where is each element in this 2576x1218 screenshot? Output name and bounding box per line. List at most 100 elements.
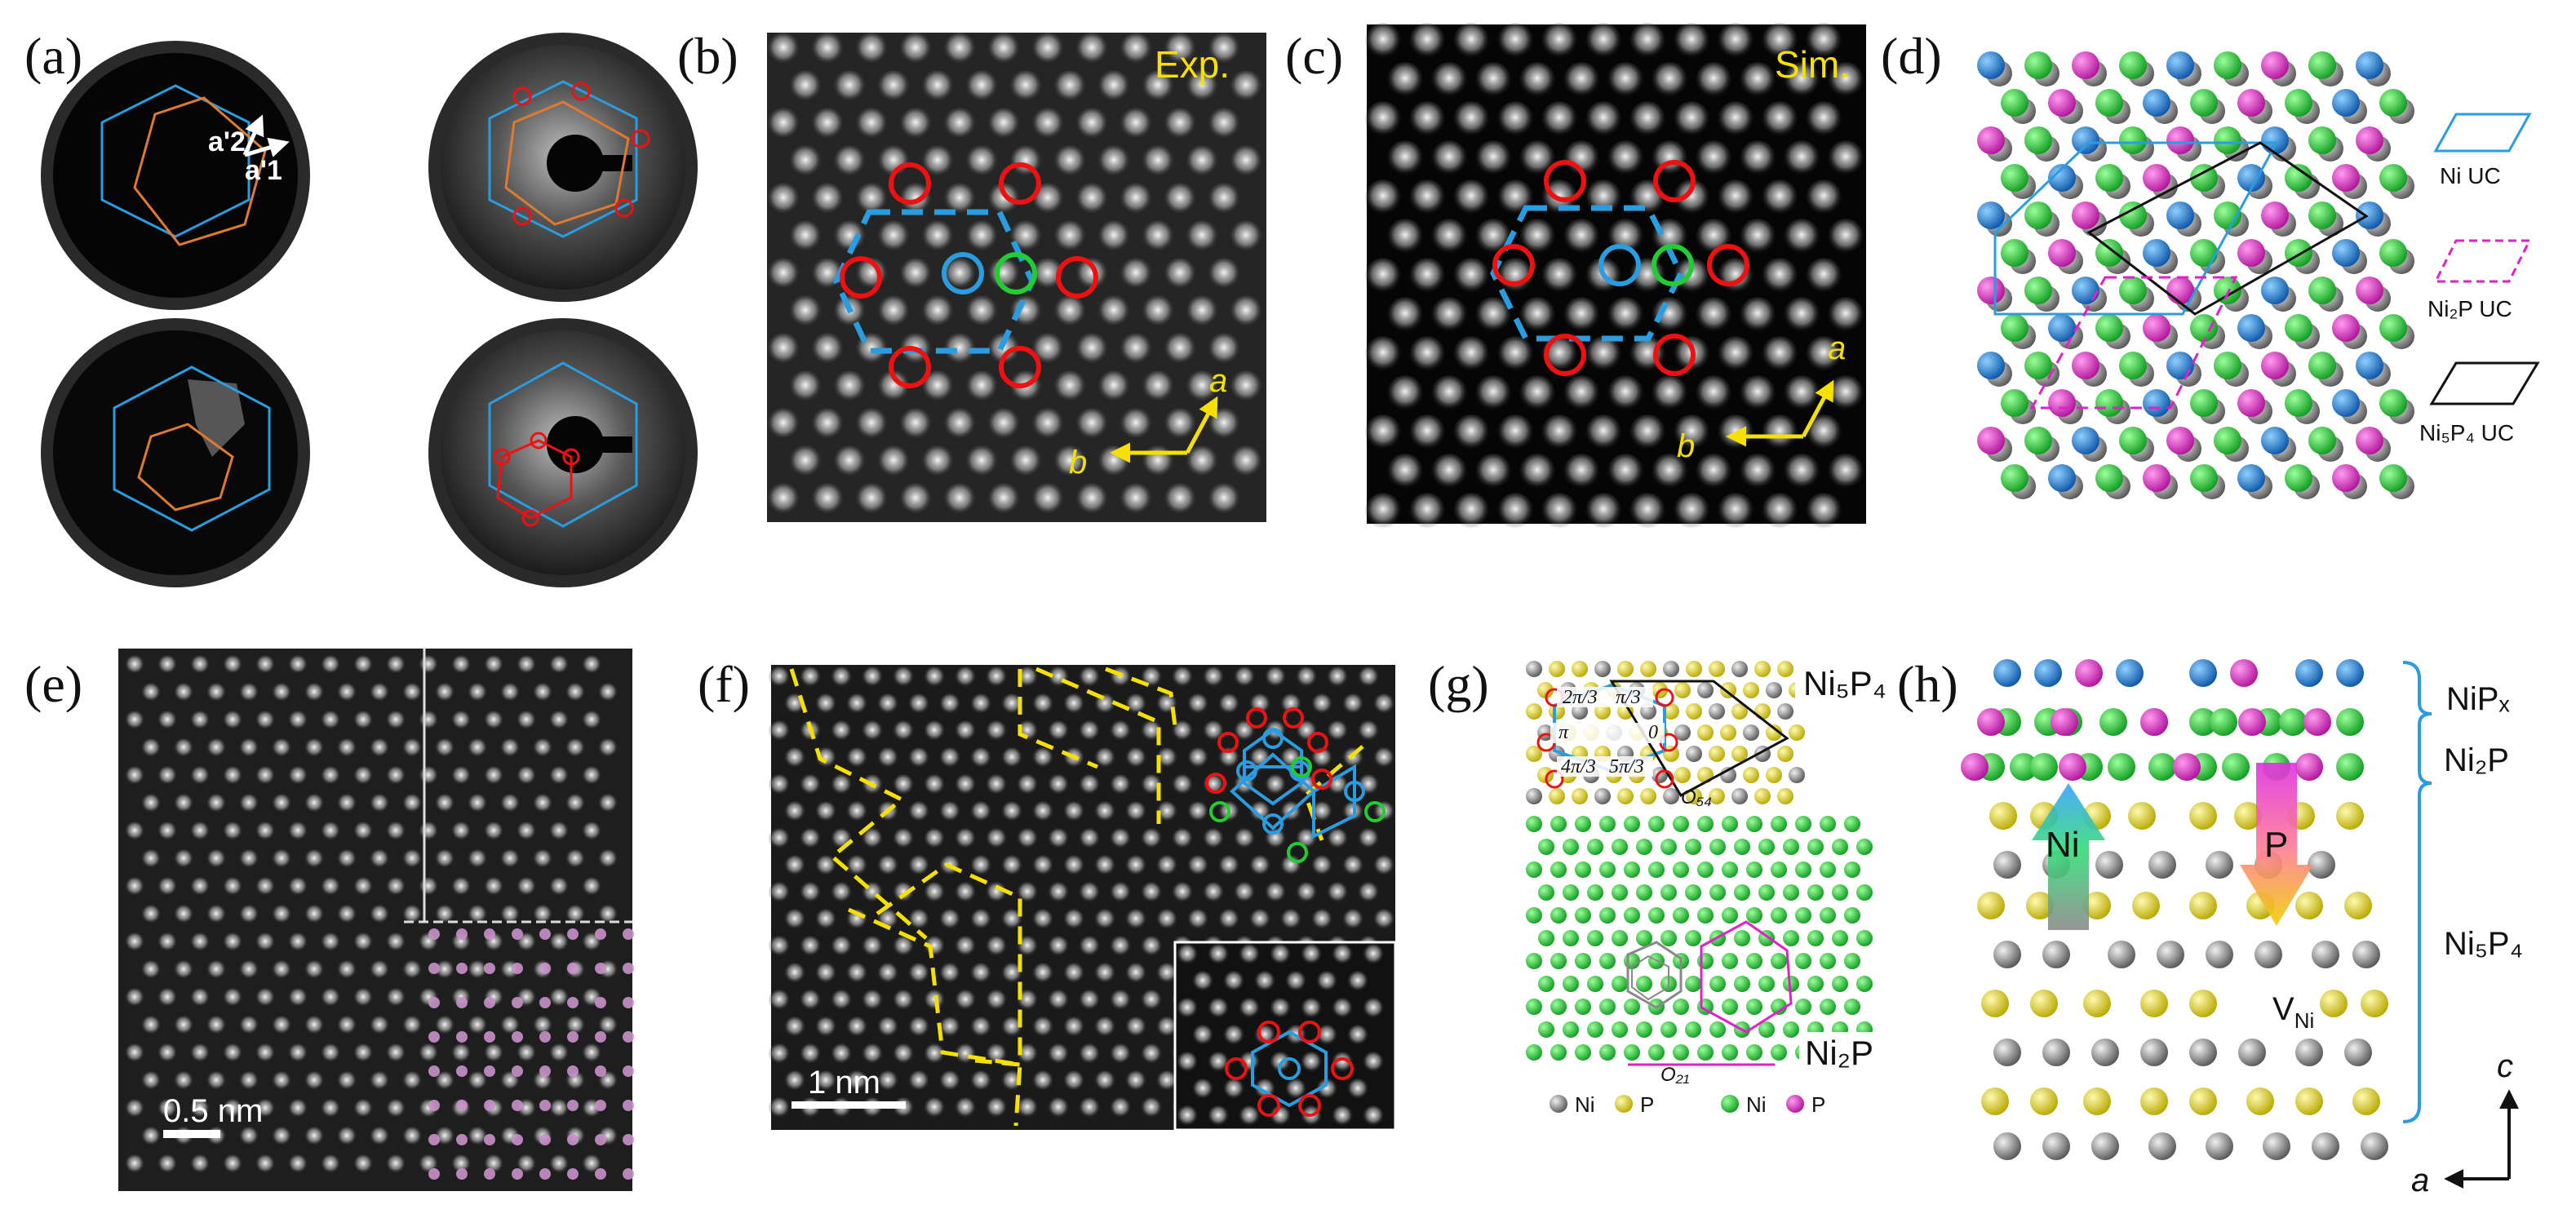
atom-dot [1526,661,1542,677]
atom-dot [1993,851,2021,879]
atom-dot [1538,884,1554,901]
atom-dot [1186,445,1218,478]
atom-dot [370,738,389,758]
atom-dot [2157,941,2184,968]
atom-dot [353,877,373,897]
atom-dot [2261,202,2289,229]
atom-dot [1156,855,1177,876]
atom-dot [811,408,844,441]
atom-dot [2108,941,2135,968]
atom-dot [1648,861,1665,878]
atom-dot [833,370,866,403]
atom-dot [1409,23,1445,59]
atom-dot [833,70,866,103]
atom-dot [1009,295,1042,328]
atom-dot [435,683,454,702]
panel-a-label: (a) [24,27,82,85]
atom-dot [1063,801,1084,822]
atom-dot [386,711,406,730]
atom-dot [1771,861,1787,878]
atom-dot [2237,314,2265,342]
atom-dot [1828,219,1864,255]
atom-dot [2048,89,2076,117]
atom-dot [2001,314,2028,342]
atom-dot [2206,1132,2233,1160]
atom-dot [239,1071,259,1091]
atom-dot [2356,277,2383,304]
atom-dot [1599,861,1616,878]
axis-b-label: b [1677,428,1695,464]
atom-dot [1172,774,1193,795]
atom-dot [1285,1078,1306,1100]
atom-dot [811,483,844,516]
atom-dot [239,794,259,813]
atom-dot [1617,661,1634,677]
atom-dot [1783,1021,1799,1038]
atom-dot [517,822,536,841]
atom-dot [1563,1021,1579,1038]
atom-dot [1784,62,1820,98]
atom-dot [1612,839,1628,855]
atom-dot [2072,126,2099,154]
atom-dot [1053,70,1086,103]
atom-dot [1387,140,1423,176]
atom-dot [1541,493,1577,529]
atom-dot [1709,746,1725,762]
atom-dot [1296,667,1317,688]
atom-dot [1722,999,1738,1015]
atom-dot [468,1071,487,1091]
atom-dot [1097,70,1130,103]
atom-dot [1156,1016,1177,1038]
atom-dot [1541,101,1577,137]
atom-dot [353,711,373,730]
vector-a1-label: a'1 [245,155,282,186]
atom-dot [595,1134,606,1145]
atom-dot [1722,816,1738,832]
atom-dot [877,1070,898,1092]
atom-dot [1373,909,1394,930]
atom-dot [1031,33,1064,65]
atom-dot [1989,802,2017,830]
diffraction-disk-1: a'2 a'1 [41,41,310,310]
atom-dot [451,711,471,730]
atom-dot [1453,101,1489,137]
atom-dot [1563,297,1599,333]
atom-dot [1856,930,1873,946]
atom-dot [769,828,790,849]
atom-dot [2190,389,2218,417]
atom-dot [1001,1016,1022,1038]
atom-dot [1048,720,1069,742]
atom-dot [1172,882,1193,903]
atom-dot [2344,892,2372,919]
atom-dot [986,990,1007,1011]
atom-dot [943,408,976,441]
atom-dot [2026,892,2054,919]
atom-dot [1497,336,1533,372]
atom-dot [1652,62,1687,98]
atom-dot [1223,1078,1244,1100]
atom-dot [321,822,340,841]
atom-dot [1001,855,1022,876]
atom-dot [1347,1078,1368,1100]
atom-dot [1807,884,1824,901]
atom-dot [1094,1016,1115,1038]
atom-dot [1624,1044,1640,1061]
atom-dot [1636,884,1652,901]
atom-dot [862,1043,883,1065]
legend-p-1: P [1640,1092,1654,1117]
atom-dot [986,1097,1007,1118]
atom-dot [1156,909,1177,930]
atom-dot [1660,930,1677,946]
atom-dot [1053,370,1086,403]
atom-dot [1612,884,1628,901]
atom-dot [2189,708,2217,736]
atom-dot [767,258,800,290]
atom-dot [2379,389,2407,417]
atom-dot [174,1016,193,1035]
atom-dot [2095,314,2123,342]
atom-dot [2189,659,2217,687]
atom-dot [1017,828,1038,849]
atom-dot [1032,909,1053,930]
atom-dot [1063,1070,1084,1092]
atom-dot [1120,483,1152,516]
